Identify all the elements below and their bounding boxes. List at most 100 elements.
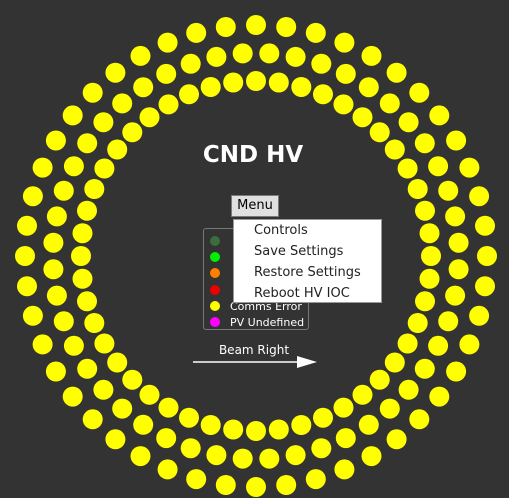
channel-indicator[interactable] xyxy=(158,397,179,418)
channel-indicator[interactable] xyxy=(438,180,459,201)
channel-indicator[interactable] xyxy=(246,15,266,35)
channel-indicator[interactable] xyxy=(130,446,151,467)
channel-indicator[interactable] xyxy=(77,200,97,221)
channel-indicator[interactable] xyxy=(445,206,466,227)
channel-indicator[interactable] xyxy=(469,186,490,207)
channel-indicator[interactable] xyxy=(158,94,179,115)
channel-indicator[interactable] xyxy=(459,334,480,355)
channel-indicator[interactable] xyxy=(180,53,201,74)
channel-indicator[interactable] xyxy=(398,379,419,400)
channel-indicator[interactable] xyxy=(112,93,133,114)
channel-indicator[interactable] xyxy=(259,448,280,469)
channel-indicator[interactable] xyxy=(122,369,143,390)
channel-indicator[interactable] xyxy=(112,398,133,419)
channel-indicator[interactable] xyxy=(469,305,490,326)
channel-indicator[interactable] xyxy=(448,232,469,253)
channel-indicator[interactable] xyxy=(429,386,450,407)
channel-indicator[interactable] xyxy=(409,82,430,103)
channel-indicator[interactable] xyxy=(276,17,297,37)
channel-indicator[interactable] xyxy=(179,84,199,105)
channel-indicator[interactable] xyxy=(156,428,177,449)
channel-indicator[interactable] xyxy=(379,93,400,114)
channel-indicator[interactable] xyxy=(445,285,466,306)
channel-indicator[interactable] xyxy=(223,419,244,440)
channel-indicator[interactable] xyxy=(446,130,467,151)
channel-indicator[interactable] xyxy=(313,84,333,105)
channel-indicator[interactable] xyxy=(71,246,91,266)
channel-indicator[interactable] xyxy=(157,459,178,480)
channel-indicator[interactable] xyxy=(215,17,236,37)
channel-indicator[interactable] xyxy=(397,333,418,354)
channel-indicator[interactable] xyxy=(130,45,151,66)
channel-indicator[interactable] xyxy=(407,179,428,199)
channel-indicator[interactable] xyxy=(397,158,418,179)
channel-indicator[interactable] xyxy=(17,276,37,297)
channel-indicator[interactable] xyxy=(333,94,354,115)
channel-indicator[interactable] xyxy=(305,469,326,490)
channel-indicator[interactable] xyxy=(186,469,207,490)
channel-indicator[interactable] xyxy=(32,334,53,355)
channel-indicator[interactable] xyxy=(15,246,35,266)
channel-indicator[interactable] xyxy=(379,398,400,419)
channel-indicator[interactable] xyxy=(311,53,332,74)
channel-indicator[interactable] xyxy=(421,246,441,266)
channel-indicator[interactable] xyxy=(352,384,373,405)
channel-indicator[interactable] xyxy=(475,215,495,236)
channel-indicator[interactable] xyxy=(246,477,266,497)
channel-indicator[interactable] xyxy=(122,122,143,143)
channel-indicator[interactable] xyxy=(369,369,390,390)
channel-indicator[interactable] xyxy=(311,438,332,459)
menu-item-reboot-hv-ioc[interactable]: Reboot HV IOC xyxy=(254,286,350,301)
channel-indicator[interactable] xyxy=(107,139,128,160)
channel-indicator[interactable] xyxy=(43,259,64,280)
channel-indicator[interactable] xyxy=(446,361,467,382)
channel-indicator[interactable] xyxy=(94,158,115,179)
channel-indicator[interactable] xyxy=(206,46,227,67)
channel-indicator[interactable] xyxy=(206,445,227,466)
channel-indicator[interactable] xyxy=(77,291,97,312)
channel-indicator[interactable] xyxy=(157,32,178,53)
channel-indicator[interactable] xyxy=(22,305,43,326)
channel-indicator[interactable] xyxy=(62,105,83,126)
channel-indicator[interactable] xyxy=(45,130,66,151)
channel-indicator[interactable] xyxy=(477,246,497,266)
channel-indicator[interactable] xyxy=(407,313,428,333)
channel-indicator[interactable] xyxy=(84,179,105,199)
channel-indicator[interactable] xyxy=(107,352,128,373)
channel-indicator[interactable] xyxy=(43,232,64,253)
channel-indicator[interactable] xyxy=(386,62,407,83)
channel-indicator[interactable] xyxy=(133,77,154,98)
channel-indicator[interactable] xyxy=(232,448,253,469)
channel-indicator[interactable] xyxy=(334,459,355,480)
channel-indicator[interactable] xyxy=(22,186,43,207)
channel-indicator[interactable] xyxy=(105,62,126,83)
channel-indicator[interactable] xyxy=(259,43,280,64)
channel-indicator[interactable] xyxy=(215,475,236,495)
channel-indicator[interactable] xyxy=(53,180,74,201)
channel-indicator[interactable] xyxy=(361,446,382,467)
channel-indicator[interactable] xyxy=(62,386,83,407)
channel-indicator[interactable] xyxy=(82,409,103,430)
channel-indicator[interactable] xyxy=(361,45,382,66)
menu-item-restore-settings[interactable]: Restore Settings xyxy=(254,265,361,280)
channel-indicator[interactable] xyxy=(156,63,177,84)
channel-indicator[interactable] xyxy=(139,107,160,128)
channel-indicator[interactable] xyxy=(352,107,373,128)
channel-indicator[interactable] xyxy=(313,407,333,428)
channel-indicator[interactable] xyxy=(139,384,160,405)
channel-indicator[interactable] xyxy=(334,32,355,53)
channel-indicator[interactable] xyxy=(46,206,67,227)
channel-indicator[interactable] xyxy=(93,112,114,133)
channel-indicator[interactable] xyxy=(72,268,93,289)
channel-indicator[interactable] xyxy=(77,358,98,379)
channel-indicator[interactable] xyxy=(358,414,379,435)
channel-indicator[interactable] xyxy=(82,82,103,103)
channel-indicator[interactable] xyxy=(475,276,495,297)
channel-indicator[interactable] xyxy=(333,397,354,418)
channel-indicator[interactable] xyxy=(268,72,289,93)
channel-indicator[interactable] xyxy=(77,133,98,154)
channel-indicator[interactable] xyxy=(232,43,253,64)
channel-indicator[interactable] xyxy=(268,419,289,440)
channel-indicator[interactable] xyxy=(384,139,405,160)
channel-indicator[interactable] xyxy=(276,475,297,495)
